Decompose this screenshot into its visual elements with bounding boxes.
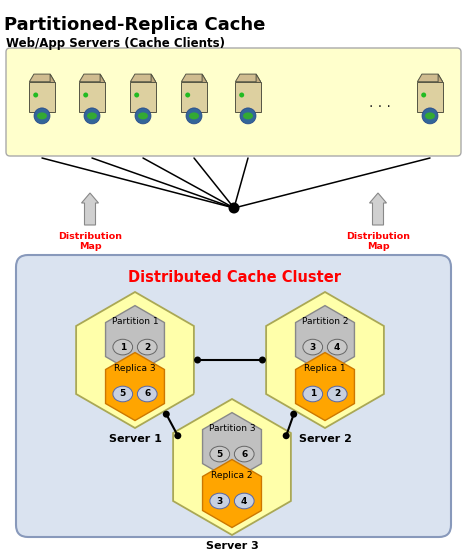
Circle shape bbox=[421, 93, 426, 98]
Polygon shape bbox=[296, 353, 354, 420]
Text: Partition 3: Partition 3 bbox=[209, 424, 256, 434]
Polygon shape bbox=[173, 399, 291, 535]
FancyBboxPatch shape bbox=[131, 82, 155, 112]
Text: Replica 1: Replica 1 bbox=[304, 364, 346, 374]
Polygon shape bbox=[106, 306, 164, 374]
Ellipse shape bbox=[303, 386, 322, 402]
Ellipse shape bbox=[189, 112, 199, 120]
Text: Distribution
Map: Distribution Map bbox=[346, 232, 410, 251]
Circle shape bbox=[134, 93, 139, 98]
Ellipse shape bbox=[328, 386, 347, 402]
Circle shape bbox=[84, 108, 100, 124]
Circle shape bbox=[194, 356, 201, 364]
Text: 4: 4 bbox=[334, 343, 340, 352]
Text: Partitioned-Replica Cache: Partitioned-Replica Cache bbox=[4, 16, 265, 34]
Polygon shape bbox=[100, 74, 105, 112]
Polygon shape bbox=[417, 74, 443, 82]
Circle shape bbox=[135, 108, 151, 124]
Circle shape bbox=[422, 108, 438, 124]
Text: 6: 6 bbox=[144, 390, 150, 398]
Polygon shape bbox=[80, 74, 105, 82]
Polygon shape bbox=[256, 74, 261, 112]
Text: Web/App Servers (Cache Clients): Web/App Servers (Cache Clients) bbox=[6, 37, 225, 50]
Text: Server 3: Server 3 bbox=[205, 541, 258, 551]
FancyBboxPatch shape bbox=[182, 82, 206, 112]
Ellipse shape bbox=[303, 339, 322, 355]
Circle shape bbox=[33, 93, 38, 98]
Polygon shape bbox=[29, 74, 55, 82]
Ellipse shape bbox=[328, 339, 347, 355]
Text: Replica 3: Replica 3 bbox=[114, 364, 156, 374]
Circle shape bbox=[174, 432, 181, 439]
Circle shape bbox=[239, 93, 244, 98]
Text: Replica 2: Replica 2 bbox=[211, 471, 253, 480]
Polygon shape bbox=[182, 74, 206, 82]
Ellipse shape bbox=[234, 493, 254, 509]
Ellipse shape bbox=[425, 112, 435, 120]
Polygon shape bbox=[296, 306, 354, 374]
Text: Partition 2: Partition 2 bbox=[302, 317, 348, 326]
FancyBboxPatch shape bbox=[80, 82, 105, 112]
Circle shape bbox=[290, 410, 297, 418]
Text: 1: 1 bbox=[120, 343, 126, 352]
Text: Server 2: Server 2 bbox=[299, 434, 351, 444]
Ellipse shape bbox=[37, 112, 47, 120]
FancyArrow shape bbox=[370, 193, 387, 225]
Polygon shape bbox=[151, 74, 155, 112]
Text: 3: 3 bbox=[217, 496, 223, 505]
Text: Distribution
Map: Distribution Map bbox=[58, 232, 122, 251]
FancyBboxPatch shape bbox=[16, 255, 451, 537]
Ellipse shape bbox=[234, 446, 254, 462]
Polygon shape bbox=[438, 74, 443, 112]
Text: 5: 5 bbox=[217, 450, 223, 458]
Polygon shape bbox=[203, 413, 262, 480]
Text: . . .: . . . bbox=[369, 96, 391, 110]
Text: 6: 6 bbox=[241, 450, 248, 458]
FancyBboxPatch shape bbox=[6, 48, 461, 156]
Polygon shape bbox=[202, 74, 206, 112]
Polygon shape bbox=[106, 353, 164, 420]
Text: 2: 2 bbox=[144, 343, 150, 352]
Circle shape bbox=[185, 93, 190, 98]
Polygon shape bbox=[50, 74, 55, 112]
Polygon shape bbox=[76, 292, 194, 428]
Text: 1: 1 bbox=[310, 390, 316, 398]
Text: Server 1: Server 1 bbox=[109, 434, 161, 444]
Circle shape bbox=[186, 108, 202, 124]
Circle shape bbox=[240, 108, 256, 124]
Circle shape bbox=[228, 203, 240, 213]
FancyBboxPatch shape bbox=[235, 82, 261, 112]
Text: Partition 1: Partition 1 bbox=[112, 317, 158, 326]
FancyBboxPatch shape bbox=[417, 82, 443, 112]
FancyBboxPatch shape bbox=[29, 82, 55, 112]
Ellipse shape bbox=[210, 493, 230, 509]
Ellipse shape bbox=[113, 386, 132, 402]
Ellipse shape bbox=[243, 112, 253, 120]
Ellipse shape bbox=[87, 112, 97, 120]
Ellipse shape bbox=[138, 112, 148, 120]
Text: 2: 2 bbox=[334, 390, 340, 398]
Circle shape bbox=[283, 432, 290, 439]
Ellipse shape bbox=[138, 386, 157, 402]
Polygon shape bbox=[235, 74, 261, 82]
Polygon shape bbox=[266, 292, 384, 428]
Ellipse shape bbox=[138, 339, 157, 355]
Ellipse shape bbox=[210, 446, 230, 462]
Text: Distributed Cache Cluster: Distributed Cache Cluster bbox=[127, 270, 341, 285]
Circle shape bbox=[34, 108, 50, 124]
Text: 5: 5 bbox=[120, 390, 126, 398]
Text: 4: 4 bbox=[241, 496, 248, 505]
Ellipse shape bbox=[113, 339, 132, 355]
Polygon shape bbox=[131, 74, 155, 82]
Circle shape bbox=[163, 410, 170, 418]
Circle shape bbox=[259, 356, 266, 364]
FancyArrow shape bbox=[81, 193, 98, 225]
Circle shape bbox=[83, 93, 88, 98]
Polygon shape bbox=[203, 460, 262, 527]
Text: 3: 3 bbox=[310, 343, 316, 352]
